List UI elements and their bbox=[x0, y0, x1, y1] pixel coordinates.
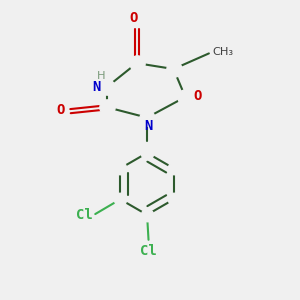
Text: N: N bbox=[144, 119, 153, 133]
Text: O: O bbox=[57, 103, 65, 117]
Text: H: H bbox=[97, 70, 105, 80]
Text: O: O bbox=[130, 11, 138, 25]
Text: O: O bbox=[194, 88, 202, 103]
Text: CH₃: CH₃ bbox=[212, 47, 233, 57]
Text: Cl: Cl bbox=[76, 208, 93, 222]
Text: Cl: Cl bbox=[140, 244, 156, 258]
Text: N: N bbox=[92, 80, 101, 94]
